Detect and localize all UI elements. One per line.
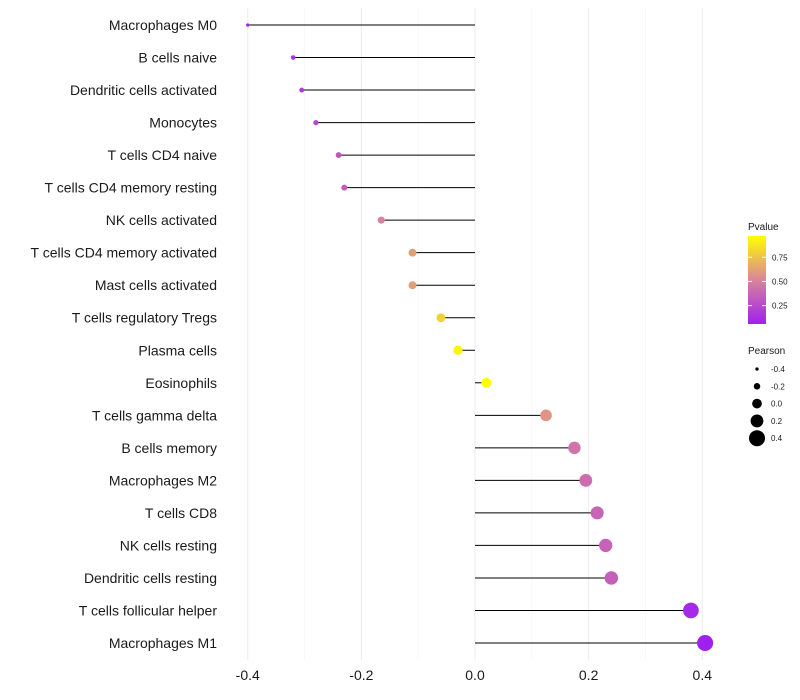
x-tick-label: 0.4 bbox=[693, 667, 713, 683]
size-key-point bbox=[755, 367, 759, 371]
point bbox=[341, 184, 348, 191]
y-tick-label: Plasma cells bbox=[138, 342, 217, 358]
point bbox=[590, 506, 604, 520]
y-tick-label: T cells CD8 bbox=[145, 505, 217, 521]
size-key-label: 0.4 bbox=[771, 434, 783, 443]
pvalue-colorbar bbox=[748, 236, 766, 324]
y-tick-label: B cells naive bbox=[138, 50, 217, 66]
point bbox=[313, 119, 319, 126]
size-key-label: -0.4 bbox=[771, 365, 785, 374]
x-tick-label: 0.0 bbox=[465, 667, 485, 683]
point bbox=[246, 23, 250, 27]
point bbox=[481, 377, 492, 388]
colorbar-tick-label: 0.25 bbox=[772, 302, 788, 311]
stems bbox=[247, 24, 706, 644]
pearson-legend-title: Pearson bbox=[748, 346, 785, 357]
size-key-label: -0.2 bbox=[771, 382, 785, 391]
x-axis-ticks: -0.4 -0.2 0.0 0.2 0.4 bbox=[236, 667, 713, 683]
size-key-label: 0.0 bbox=[771, 400, 783, 409]
y-tick-label: T cells gamma delta bbox=[92, 407, 217, 423]
point bbox=[683, 602, 699, 619]
y-tick-label: Dendritic cells resting bbox=[84, 570, 217, 586]
y-tick-label: T cells CD4 naive bbox=[108, 147, 218, 163]
y-tick-label: NK cells activated bbox=[106, 212, 217, 228]
pvalue-legend-title: Pvalue bbox=[748, 222, 779, 233]
colorbar-tick-label: 0.50 bbox=[772, 277, 788, 286]
y-tick-label: Dendritic cells activated bbox=[70, 82, 217, 98]
point bbox=[299, 87, 305, 93]
point bbox=[599, 538, 613, 553]
point bbox=[453, 345, 463, 355]
x-tick-label: -0.4 bbox=[236, 667, 260, 683]
point bbox=[408, 281, 417, 290]
grid bbox=[247, 8, 703, 660]
point bbox=[377, 216, 385, 224]
y-tick-label: Macrophages M2 bbox=[109, 472, 217, 488]
x-tick-label: -0.2 bbox=[349, 667, 373, 683]
size-key-label: 0.2 bbox=[771, 417, 783, 426]
point bbox=[540, 409, 552, 422]
point bbox=[604, 571, 619, 585]
y-tick-label: T cells follicular helper bbox=[79, 602, 218, 618]
y-tick-label: NK cells resting bbox=[120, 537, 217, 553]
y-tick-label: T cells regulatory Tregs bbox=[72, 310, 217, 326]
y-tick-label: T cells CD4 memory resting bbox=[45, 180, 217, 196]
points bbox=[246, 23, 714, 652]
y-tick-label: Monocytes bbox=[149, 115, 217, 131]
point bbox=[579, 473, 593, 487]
size-key-point bbox=[750, 414, 764, 428]
y-axis-labels: Macrophages M0 B cells naive Dendritic cel… bbox=[31, 17, 218, 651]
y-tick-label: Mast cells activated bbox=[95, 277, 217, 293]
colorbar-tick-label: 0.75 bbox=[772, 253, 788, 262]
pearson-legend: Pearson -0.4 -0.2 0.0 0.2 0.4 bbox=[748, 346, 785, 447]
point bbox=[436, 313, 446, 323]
point bbox=[335, 152, 342, 159]
size-key-point bbox=[752, 398, 762, 409]
y-tick-label: B cells memory bbox=[121, 440, 217, 456]
size-key-point bbox=[749, 430, 765, 447]
point bbox=[408, 248, 417, 257]
y-tick-label: Macrophages M1 bbox=[109, 635, 217, 651]
y-tick-label: Eosinophils bbox=[145, 375, 217, 391]
y-tick-label: Macrophages M0 bbox=[109, 17, 217, 33]
point bbox=[568, 441, 581, 455]
point bbox=[697, 634, 714, 652]
x-tick-label: 0.2 bbox=[579, 667, 599, 683]
pvalue-legend: Pvalue 0.75 0.50 0.25 bbox=[748, 222, 788, 324]
point bbox=[290, 55, 296, 60]
y-tick-label: T cells CD4 memory activated bbox=[31, 245, 217, 261]
size-key-point bbox=[753, 383, 761, 390]
